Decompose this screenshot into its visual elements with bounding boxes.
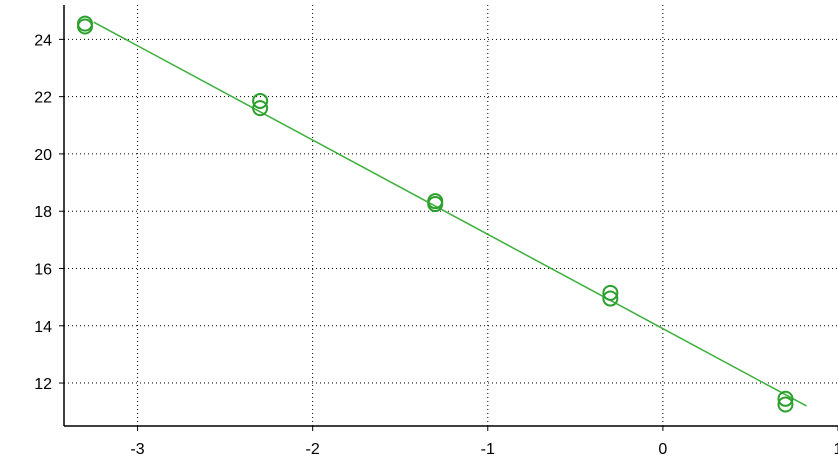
grid [64,5,838,426]
y-tick-label: 20 [34,147,52,164]
y-tick-label: 12 [34,376,52,393]
x-axis-ticks: -3 -2 -1 0 1 [130,426,838,458]
y-tick-label: 14 [34,319,52,336]
x-tick-label: -2 [306,441,320,458]
y-tick-label: 18 [34,204,52,221]
data-point [252,100,269,117]
x-tick-label: -1 [481,441,495,458]
x-tick-label: 0 [658,441,667,458]
data-point [77,18,94,35]
data-point [427,196,444,213]
data-point [252,92,269,109]
data-point [602,290,619,307]
fit-line-group [93,21,807,407]
y-tick-label: 16 [34,261,52,278]
x-tick-label: -3 [130,441,144,458]
x-tick-label: 1 [834,441,838,458]
data-point [777,396,794,413]
y-tick-label: 24 [34,32,52,49]
y-tick-label: 22 [34,90,52,107]
data-points [77,15,794,413]
axes [63,5,838,427]
fit-line [93,21,807,407]
data-point [602,284,619,301]
data-point [777,390,794,407]
y-axis-ticks: 12 14 16 18 20 22 24 [34,32,64,393]
